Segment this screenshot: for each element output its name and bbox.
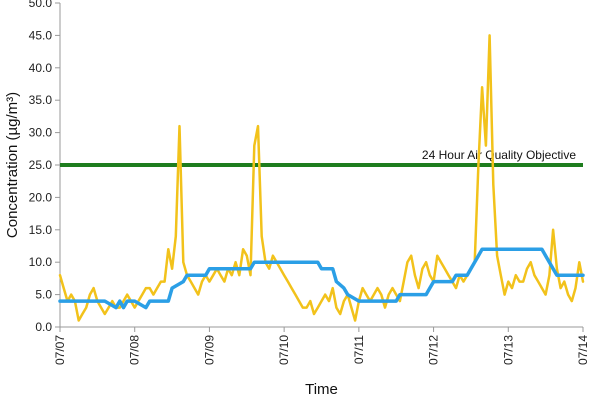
series-group	[58, 34, 585, 322]
x-tick-label: 07/09	[202, 335, 216, 365]
y-tick-label: 5.0	[35, 288, 52, 302]
y-tick-label: 50.0	[29, 0, 53, 10]
x-tick-label: 07/12	[427, 335, 441, 365]
y-tick-label: 45.0	[29, 28, 53, 42]
y-axis-ticks: 0.0 5.0 10.0 15.0 20.0 25.0 30.0 35.0 40.0 45.0 50…	[29, 0, 60, 334]
y-tick-label: 25.0	[29, 158, 53, 172]
y-tick-label: 35.0	[29, 93, 53, 107]
air-quality-objective-label: 24 Hour Air Quality Objective	[422, 148, 576, 162]
y-tick-label: 20.0	[29, 190, 53, 204]
y-tick-label: 15.0	[29, 223, 53, 237]
x-axis-ticks: 07/07 07/08 07/09 07/10 07/11 07/12 07/13 07/14	[53, 327, 590, 365]
x-tick-label: 07/11	[352, 335, 366, 364]
y-tick-label: 40.0	[29, 61, 53, 75]
x-tick-label: 07/10	[277, 335, 291, 365]
reference-line-group: 24 Hour Air Quality Objective	[60, 148, 583, 167]
x-tick-label: 07/07	[53, 335, 67, 365]
y-tick-label: 30.0	[29, 126, 53, 140]
x-tick-label: 07/14	[576, 335, 590, 365]
hourly-concentration-line	[58, 34, 585, 322]
y-axis-title: Concentration (µg/m³)	[4, 92, 21, 238]
y-tick-label: 10.0	[29, 255, 53, 269]
x-tick-label: 07/13	[501, 335, 515, 365]
x-tick-label: 07/08	[128, 335, 142, 365]
x-axis-title: Time	[305, 381, 338, 398]
y-tick-label: 0.0	[35, 320, 52, 334]
rolling-average-line	[58, 247, 585, 310]
